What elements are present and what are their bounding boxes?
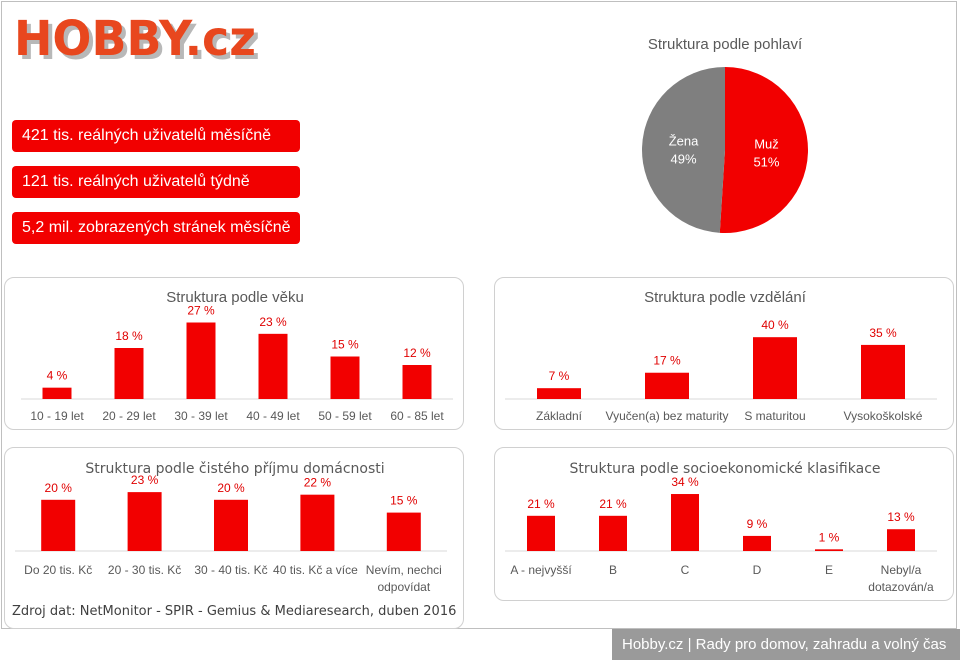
x-tick-label: 40 - 49 let (246, 409, 300, 423)
x-tick-label: A - nejvyšší (510, 563, 572, 577)
stat-weekly-users: 121 tis. reálných uživatelů týdně (12, 166, 300, 198)
bar-value-label: 12 % (403, 346, 431, 360)
bar (300, 494, 335, 551)
bar (599, 515, 627, 551)
bar (258, 333, 288, 399)
x-tick-label: Do 20 tis. Kč (24, 563, 92, 577)
bar (41, 499, 76, 551)
x-tick-label: 30 - 40 tis. Kč (194, 563, 267, 577)
bar-value-label: 1 % (819, 530, 840, 544)
bar-value-label: 20 % (45, 481, 73, 495)
x-tick-label: Základní (536, 409, 583, 423)
pie-slice-0 (719, 67, 809, 234)
x-tick-label: C (681, 563, 690, 577)
x-tick-label: B (609, 563, 617, 577)
bar (42, 387, 72, 399)
chart-title: Struktura podle vzdělání (644, 289, 807, 306)
chart-title: Struktura podle socioekonomické klasifik… (569, 461, 880, 477)
bar-value-label: 35 % (869, 326, 897, 340)
education-bar-chart: Struktura podle vzdělání 7 % Základní 17 % V… (505, 289, 937, 423)
bar (743, 535, 771, 551)
x-tick-label: Nebyl/a (881, 563, 922, 577)
bar (537, 388, 581, 399)
bar-value-label: 21 % (599, 497, 627, 511)
bar-value-label: 7 % (549, 369, 570, 383)
bar-value-label: 22 % (304, 476, 332, 490)
income-bar-chart: Struktura podle čistého příjmu domácnost… (15, 461, 447, 594)
footer-banner: Hobby.cz | Rady pro domov, zahradu a vol… (612, 629, 960, 660)
bar-value-label: 20 % (217, 481, 245, 495)
x-tick-label: 30 - 39 let (174, 409, 228, 423)
bar (186, 322, 216, 399)
bar (402, 365, 432, 399)
x-tick-label: dotazován/a (868, 580, 934, 594)
socioeconomic-bar-chart: Struktura podle socioekonomické klasifik… (505, 461, 937, 594)
education-chart-card: Struktura podle vzdělání 7 % Základní 17 % V… (494, 277, 954, 430)
svg-text:HOBBY.cz: HOBBY.cz (14, 11, 256, 66)
bar (753, 337, 797, 399)
socioeconomic-chart-card: Struktura podle socioekonomické klasifik… (494, 447, 954, 601)
bar (127, 492, 162, 551)
hobby-logo: HOBBY.cz HOBBY.cz (14, 11, 260, 66)
pie-slice-value: 49% (671, 152, 697, 167)
bar-value-label: 17 % (653, 354, 681, 368)
bar-value-label: 23 % (131, 473, 159, 487)
pie-slice-1 (642, 67, 725, 233)
data-source-note: Zdroj dat: NetMonitor - SPIR - Gemius & … (12, 604, 457, 619)
bar (861, 344, 905, 399)
pie-slice-label: Muž (754, 136, 779, 151)
chart-title: Struktura podle věku (166, 289, 304, 306)
bar (330, 356, 360, 399)
stat-monthly-users: 421 tis. reálných uživatelů měsíčně (12, 120, 300, 152)
x-tick-label: 20 - 29 let (102, 409, 156, 423)
bar (386, 512, 421, 551)
bar-value-label: 18 % (115, 329, 143, 343)
x-tick-label: 20 - 30 tis. Kč (108, 563, 181, 577)
income-chart-card: Struktura podle čistého příjmu domácnost… (4, 447, 464, 629)
infographic-frame (1, 1, 957, 629)
bar-value-label: 13 % (887, 510, 915, 524)
bar (887, 529, 915, 551)
stat-monthly-pageviews: 5,2 mil. zobrazených stránek měsíčně (12, 212, 300, 244)
svg-text:HOBBY.cz: HOBBY.cz (18, 15, 260, 66)
x-tick-label: E (825, 563, 833, 577)
x-tick-label: 40 tis. Kč a více (273, 563, 358, 577)
bar-value-label: 15 % (331, 338, 359, 352)
x-tick-label: 50 - 59 let (318, 409, 372, 423)
x-tick-label: 60 - 85 let (390, 409, 444, 423)
bar-value-label: 23 % (259, 315, 287, 329)
bar (214, 499, 248, 551)
bar-value-label: 27 % (187, 304, 215, 318)
bar-value-label: 15 % (390, 494, 418, 508)
x-tick-label: Vyučen(a) bez maturity (606, 409, 729, 423)
x-tick-label: S maturitou (744, 409, 805, 423)
pie-chart-title: Struktura podle pohlaví (647, 36, 803, 53)
bar-value-label: 34 % (671, 475, 699, 489)
pie-slice-label: Žena (669, 134, 699, 149)
x-tick-label: D (753, 563, 762, 577)
bar-value-label: 40 % (761, 318, 789, 332)
bar (527, 515, 555, 551)
pie-slice-value: 51% (753, 154, 779, 169)
age-chart-card: Struktura podle věku 4 % 10 - 19 let 18 % 20… (4, 277, 464, 430)
x-tick-label: Nevím, nechci (366, 563, 442, 577)
bar (114, 348, 144, 399)
x-tick-label: 10 - 19 let (30, 409, 84, 423)
bar-value-label: 4 % (47, 369, 68, 383)
x-tick-label: odpovídat (377, 580, 430, 594)
bar (815, 549, 843, 551)
bar (671, 494, 699, 551)
bar-value-label: 21 % (527, 497, 555, 511)
age-bar-chart: Struktura podle věku 4 % 10 - 19 let 18 % 20… (21, 289, 453, 423)
gender-pie-chart: Muž 51% Žena 49% (642, 67, 809, 234)
bar-value-label: 9 % (747, 517, 768, 531)
bar (645, 372, 689, 399)
x-tick-label: Vysokoškolské (844, 409, 923, 423)
chart-title: Struktura podle čistého příjmu domácnost… (85, 461, 384, 477)
